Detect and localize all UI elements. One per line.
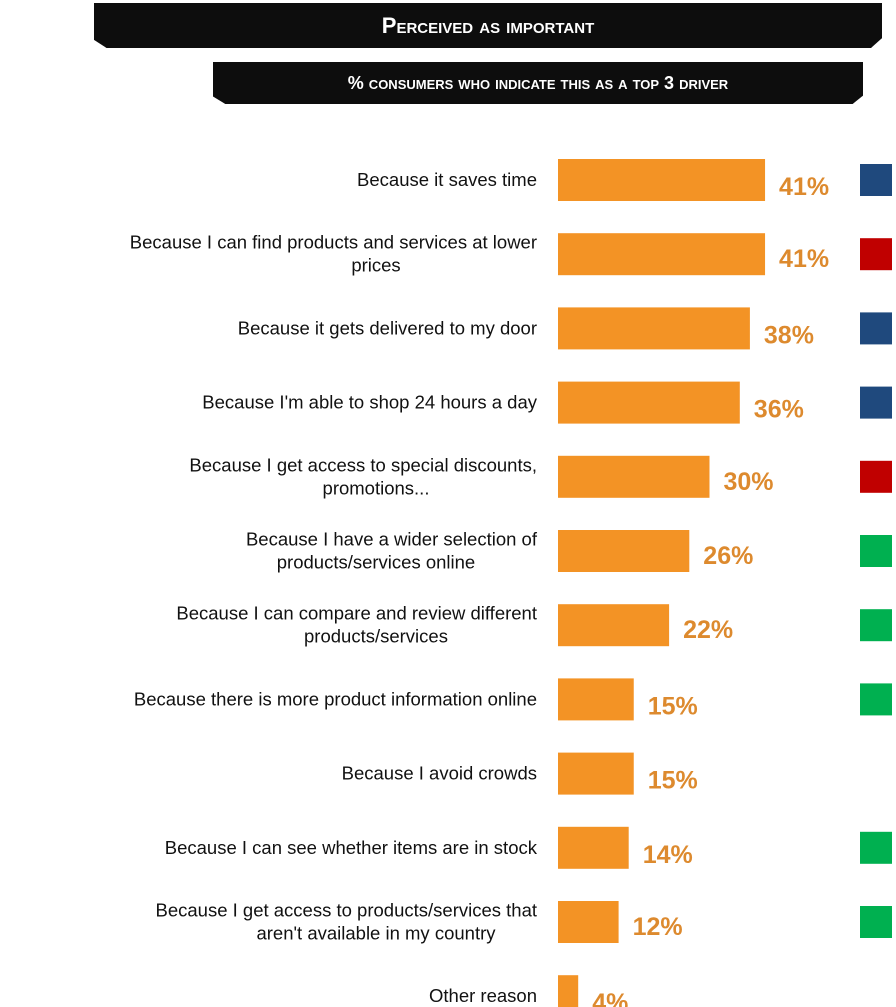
bar — [558, 381, 740, 424]
category-label: Because I can compare and review differe… — [176, 603, 537, 647]
value-label: 41% — [779, 245, 829, 273]
category-label: Because I get access to special discount… — [189, 454, 537, 498]
category-label: Because I'm able to shop 24 hours a day — [202, 392, 537, 413]
category-label: Because I can see whether items are in s… — [165, 837, 538, 858]
indicator-red — [860, 460, 892, 493]
category-label: Because I have a wider selection of produ… — [246, 529, 538, 573]
bar — [558, 307, 750, 350]
indicator-green — [860, 683, 892, 716]
chart-title-banner: Perceived as important — [94, 3, 882, 48]
value-label: 38% — [764, 321, 814, 349]
value-label: 36% — [754, 396, 804, 424]
bar — [558, 752, 634, 795]
value-label: 12% — [633, 913, 683, 941]
bar — [558, 975, 579, 1007]
bar — [558, 530, 690, 572]
value-label: 30% — [724, 468, 774, 496]
value-label: 26% — [703, 542, 753, 570]
indicator-green — [860, 831, 892, 864]
indicator-blue — [860, 386, 892, 419]
bar — [558, 604, 670, 647]
bar — [558, 901, 619, 943]
indicator-blue — [860, 164, 892, 196]
indicator-green — [860, 535, 892, 567]
bar — [558, 455, 710, 498]
value-label: 14% — [643, 841, 693, 869]
category-label: Because it saves time — [357, 169, 537, 190]
indicator-green — [860, 906, 892, 938]
bar — [558, 826, 629, 869]
chart-title: Perceived as important — [381, 13, 595, 38]
indicator-green — [860, 609, 892, 642]
value-label: 4% — [592, 989, 628, 1007]
category-label: Because there is more product informatio… — [134, 688, 537, 709]
bar — [558, 233, 766, 276]
bar — [558, 678, 634, 721]
value-label: 15% — [648, 692, 698, 720]
category-label: Because I avoid crowds — [342, 763, 537, 784]
indicator-blue — [860, 312, 892, 345]
category-label: Because I get access to products/service… — [156, 900, 538, 944]
category-label: Because I can find products and services… — [130, 232, 537, 276]
category-label: Other reason — [429, 985, 537, 1006]
indicator-red — [860, 238, 892, 271]
value-label: 15% — [648, 767, 698, 795]
chart-subtitle-banner: % consumers who indicate this as a top 3… — [213, 62, 863, 104]
value-label: 22% — [683, 616, 733, 644]
chart-subtitle: % consumers who indicate this as a top 3… — [347, 73, 729, 93]
category-label: Because it gets delivered to my door — [238, 317, 537, 338]
bar — [558, 159, 766, 201]
value-label: 41% — [779, 173, 829, 201]
